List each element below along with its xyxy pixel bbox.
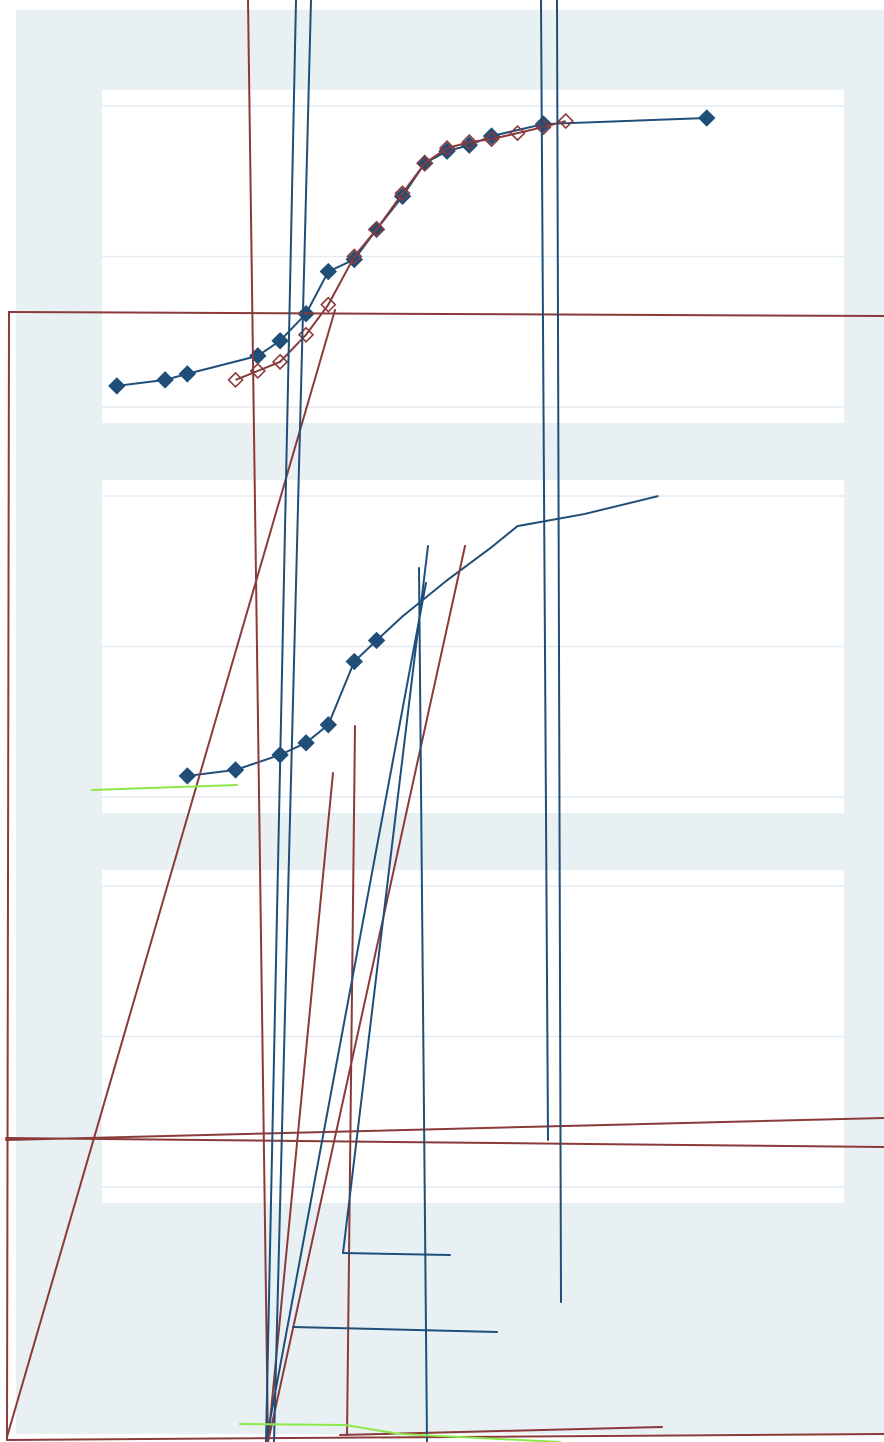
data-point	[698, 109, 716, 127]
chart-panels	[102, 90, 844, 1203]
data-point	[319, 716, 338, 734]
overlay-stroke	[267, 545, 466, 1442]
data-point	[178, 365, 197, 383]
overlay-stroke	[5, 1117, 884, 1141]
overlay-stroke	[292, 1326, 498, 1333]
chart-panel-3	[102, 870, 844, 1203]
overlay-stroke	[5, 1137, 884, 1148]
data-point	[535, 118, 552, 136]
overlay-stroke	[6, 309, 336, 1438]
data-point	[178, 767, 197, 785]
overlay-stroke	[239, 1423, 561, 1442]
data-point	[320, 296, 337, 313]
data-point	[156, 371, 174, 389]
data-point	[346, 248, 363, 265]
data-point	[226, 761, 245, 779]
chart-panel-1	[102, 90, 844, 423]
overlay-strokes	[5, 0, 884, 1442]
overlay-stroke	[265, 0, 297, 1442]
data-point	[271, 353, 289, 370]
data-point	[345, 652, 363, 671]
data-point	[271, 332, 289, 350]
data-point	[394, 185, 411, 202]
overlay-stroke	[267, 772, 334, 1442]
overlay-stroke	[6, 311, 10, 1441]
data-point	[416, 155, 433, 172]
overlay-stroke	[342, 1252, 451, 1256]
data-point	[438, 140, 456, 157]
overlay-stroke	[91, 784, 238, 791]
overlay-stroke	[273, 0, 312, 1442]
overlay-stroke	[8, 311, 884, 317]
overlay-stroke	[265, 582, 427, 1442]
data-point	[297, 326, 315, 343]
data-point	[461, 133, 478, 151]
data-point	[227, 371, 244, 389]
series-1	[178, 495, 659, 785]
data-point	[319, 262, 338, 281]
data-point	[367, 631, 386, 650]
overlay-stroke	[540, 0, 549, 1141]
chart-panel-2	[102, 480, 844, 813]
data-point	[557, 112, 574, 130]
data-point	[297, 734, 315, 752]
data-point	[108, 377, 126, 395]
data-point	[483, 130, 500, 148]
overlay-stroke	[418, 567, 428, 1442]
overlay-stroke	[342, 545, 429, 1254]
data-point	[509, 124, 526, 142]
overlay-stroke	[556, 0, 562, 1303]
data-point	[368, 221, 385, 238]
overlay-stroke	[247, 0, 269, 1442]
overlay-stroke	[346, 725, 356, 1436]
